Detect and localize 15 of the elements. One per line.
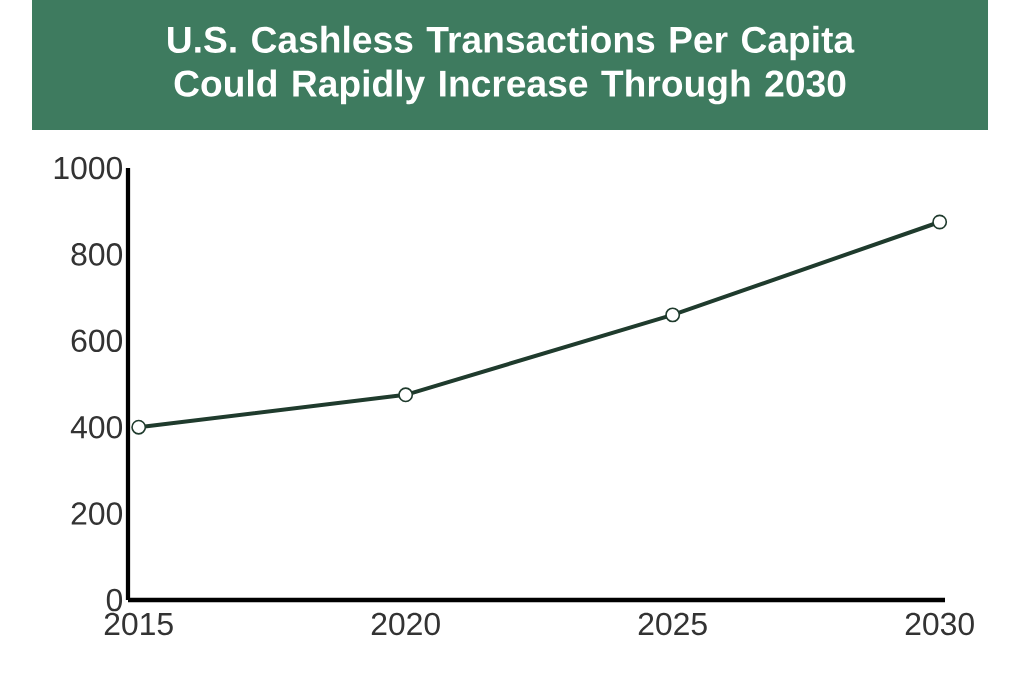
x-tick-label: 2020 (371, 612, 440, 636)
chart-title: U.S. Cashless Transactions Per Capita Could Rapidly Increase Through 2030 (168, 25, 855, 105)
point (932, 214, 948, 230)
x-tick-label: 2025 (638, 612, 707, 636)
y-tick-label: 200 (71, 502, 123, 525)
point (131, 419, 147, 435)
y-tick-label: 400 (70, 415, 123, 439)
y-tick-label: 800 (71, 243, 123, 266)
y-tick-label: 1000 (54, 156, 123, 180)
point (665, 307, 681, 323)
x-tick-label: 2015 (104, 612, 173, 636)
y-tick-label: 600 (71, 329, 123, 353)
y-tick-label: 0 (106, 588, 123, 612)
point (398, 387, 414, 403)
x-tick-label: 2030 (905, 612, 974, 636)
